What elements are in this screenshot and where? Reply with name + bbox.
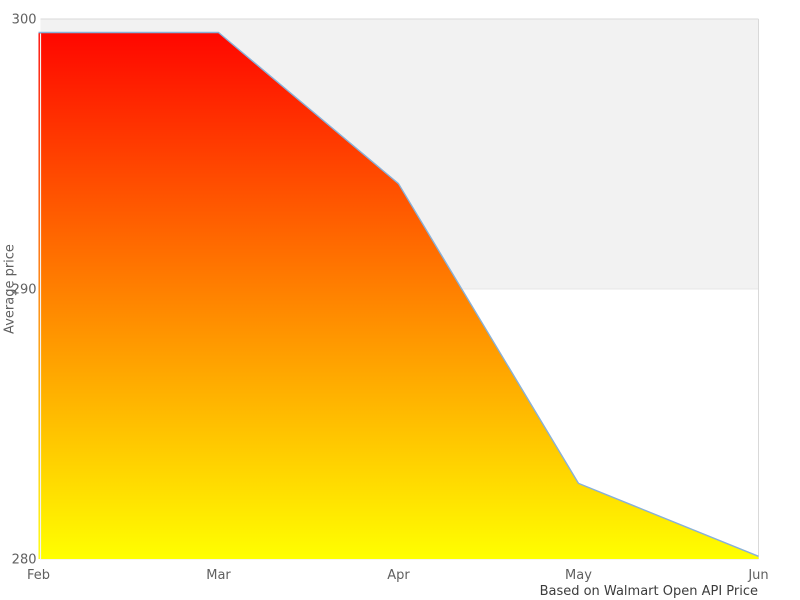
y-tick-label-290: 290 [12, 283, 37, 298]
series-line [38, 31, 759, 557]
x-label-feb: Feb [27, 568, 50, 583]
y-tick-label-280: 280 [12, 553, 37, 568]
chart-caption: Based on Walmart Open API Price [539, 584, 758, 599]
area-series [38, 32, 759, 559]
y-tick-label-300: 300 [12, 13, 37, 28]
y-axis-title: Average price [2, 244, 18, 334]
x-label-apr: Apr [387, 568, 410, 583]
x-label-mar: Mar [206, 568, 231, 583]
x-label-may: May [565, 568, 592, 583]
x-label-jun: Jun [747, 568, 768, 583]
